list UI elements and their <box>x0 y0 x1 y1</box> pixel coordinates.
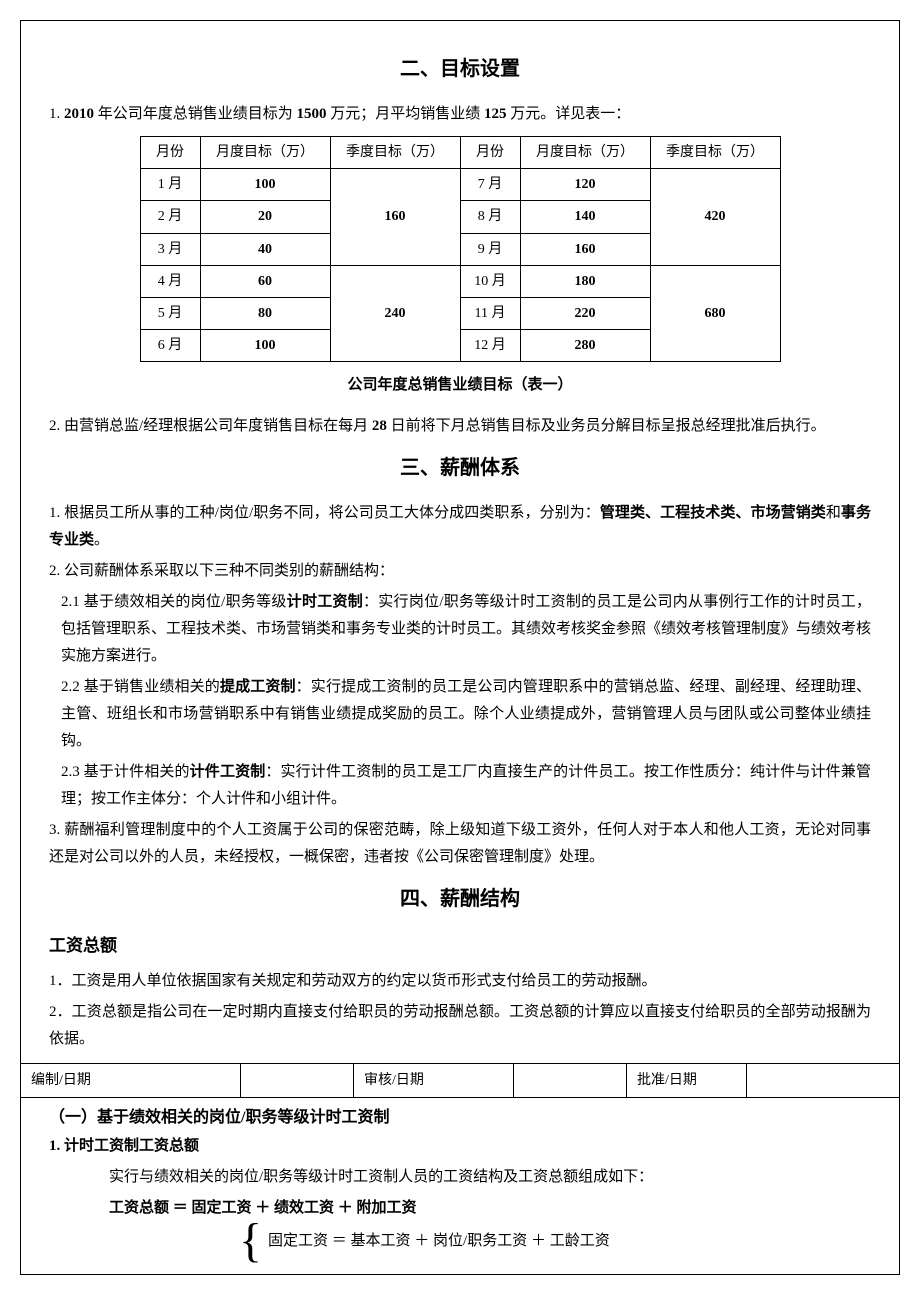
footer-edit-value <box>241 1064 354 1097</box>
text: 和 <box>826 505 841 521</box>
cell-quarter: 420 <box>650 169 780 266</box>
s3-p2: 2. 公司薪酬体系采取以下三种不同类别的薪酬结构： <box>49 558 871 585</box>
th-monthly: 月度目标（万） <box>200 137 330 169</box>
s4sub-title2: 1. 计时工资制工资总额 <box>49 1133 871 1160</box>
table-header-row: 月份 月度目标（万） 季度目标（万） 月份 月度目标（万） 季度目标（万） <box>140 137 780 169</box>
s4sub-title1: （一）基于绩效相关的岗位/职务等级计时工资制 <box>49 1104 871 1133</box>
text: 年公司年度总销售业绩目标为 <box>94 106 297 122</box>
footer-approve-label: 批准/日期 <box>627 1064 747 1097</box>
text: 1. 根据员工所从事的工种/岗位/职务不同，将公司员工大体分成四类职系，分别为： <box>49 505 600 521</box>
targets-table: 月份 月度目标（万） 季度目标（万） 月份 月度目标（万） 季度目标（万） 1 … <box>140 136 781 362</box>
cell-month: 9 月 <box>460 233 520 265</box>
text: 2.2 基于销售业绩相关的 <box>61 679 220 695</box>
cell-month: 7 月 <box>460 169 520 201</box>
s4-subheading: 工资总额 <box>49 931 871 962</box>
text-bold: 计时工资制 <box>287 594 363 610</box>
cell-month: 12 月 <box>460 330 520 362</box>
table-row: 1 月 100 160 7 月 120 420 <box>140 169 780 201</box>
cell-quarter: 680 <box>650 265 780 362</box>
th-quarterly: 季度目标（万） <box>650 137 780 169</box>
cell-month: 8 月 <box>460 201 520 233</box>
cell-month: 1 月 <box>140 169 200 201</box>
s3-p23: 2.3 基于计件相关的计件工资制：实行计件工资制的员工是工厂内直接生产的计件员工… <box>49 759 871 813</box>
footer-review-value <box>514 1064 627 1097</box>
cell-value: 220 <box>520 297 650 329</box>
cell-value: 280 <box>520 330 650 362</box>
s4-p2: 2．工资总额是指公司在一定时期内直接支付给职员的劳动报酬总额。工资总额的计算应以… <box>49 999 871 1053</box>
text: 1. <box>49 106 64 122</box>
text-bold: 2010 <box>64 106 94 122</box>
th-month: 月份 <box>460 137 520 169</box>
footer-edit-label: 编制/日期 <box>21 1064 241 1097</box>
text: 万元。详见表一： <box>507 106 631 122</box>
cell-month: 3 月 <box>140 233 200 265</box>
footer-review-label: 审核/日期 <box>354 1064 514 1097</box>
footer-approve-value <box>747 1064 899 1097</box>
text-bold: 计件工资制 <box>190 764 266 780</box>
s2-intro: 1. 2010 年公司年度总销售业绩目标为 1500 万元；月平均销售业绩 12… <box>49 101 871 128</box>
cell-month: 2 月 <box>140 201 200 233</box>
cell-value: 180 <box>520 265 650 297</box>
th-monthly: 月度目标（万） <box>520 137 650 169</box>
cell-month: 5 月 <box>140 297 200 329</box>
main-content: 二、目标设置 1. 2010 年公司年度总销售业绩目标为 1500 万元；月平均… <box>21 21 899 1053</box>
section-2-title: 二、目标设置 <box>49 51 871 87</box>
cell-quarter: 160 <box>330 169 460 266</box>
text: 日前将下月总销售目标及业务员分解目标呈报总经理批准后执行。 <box>387 418 826 434</box>
text-bold: 提成工资制 <box>220 679 296 695</box>
brace-line: 固定工资 ＝ 基本工资 ＋ 岗位/职务工资 ＋ 工龄工资 <box>268 1228 610 1255</box>
text: 。 <box>94 532 109 548</box>
cell-value: 20 <box>200 201 330 233</box>
text-bold: 1500 <box>297 106 327 122</box>
th-quarterly: 季度目标（万） <box>330 137 460 169</box>
s3-p21: 2.1 基于绩效相关的岗位/职务等级计时工资制：实行岗位/职务等级计时工资制的员… <box>49 589 871 670</box>
s4-subsection: （一）基于绩效相关的岗位/职务等级计时工资制 1. 计时工资制工资总额 实行与绩… <box>21 1098 899 1274</box>
section-3-title: 三、薪酬体系 <box>49 450 871 486</box>
cell-value: 160 <box>520 233 650 265</box>
s2-item2: 2. 由营销总监/经理根据公司年度销售目标在每月 28 日前将下月总销售目标及业… <box>49 413 871 440</box>
cell-value: 100 <box>200 169 330 201</box>
cell-value: 120 <box>520 169 650 201</box>
brace-body: 固定工资 ＝ 基本工资 ＋ 岗位/职务工资 ＋ 工龄工资 <box>268 1226 610 1255</box>
s4sub-formula: 工资总额 ＝ 固定工资 ＋ 绩效工资 ＋ 附加工资 <box>109 1195 871 1222</box>
brace-block: { 固定工资 ＝ 基本工资 ＋ 岗位/职务工资 ＋ 工龄工资 <box>239 1226 871 1264</box>
text-bold: 125 <box>484 106 507 122</box>
document-page: 二、目标设置 1. 2010 年公司年度总销售业绩目标为 1500 万元；月平均… <box>20 20 900 1275</box>
cell-value: 40 <box>200 233 330 265</box>
s3-p3: 3. 薪酬福利管理制度中的个人工资属于公司的保密范畴，除上级知道下级工资外，任何… <box>49 817 871 871</box>
s3-p22: 2.2 基于销售业绩相关的提成工资制：实行提成工资制的员工是公司内管理职系中的营… <box>49 674 871 755</box>
s4-p1: 1．工资是用人单位依据国家有关规定和劳动双方的约定以货币形式支付给员工的劳动报酬… <box>49 968 871 995</box>
cell-value: 80 <box>200 297 330 329</box>
text: 2. 由营销总监/经理根据公司年度销售目标在每月 <box>49 418 372 434</box>
cell-month: 11 月 <box>460 297 520 329</box>
section-4-title: 四、薪酬结构 <box>49 881 871 917</box>
cell-month: 4 月 <box>140 265 200 297</box>
cell-value: 140 <box>520 201 650 233</box>
cell-value: 100 <box>200 330 330 362</box>
table-caption: 公司年度总销售业绩目标（表一） <box>49 372 871 399</box>
s4sub-intro: 实行与绩效相关的岗位/职务等级计时工资制人员的工资结构及工资总额组成如下： <box>49 1164 871 1191</box>
signature-row: 编制/日期 审核/日期 批准/日期 <box>21 1063 899 1098</box>
cell-month: 6 月 <box>140 330 200 362</box>
text-bold: 28 <box>372 418 387 434</box>
brace-icon: { <box>239 1222 262 1260</box>
text: 2.3 基于计件相关的 <box>61 764 190 780</box>
cell-month: 10 月 <box>460 265 520 297</box>
s3-p1: 1. 根据员工所从事的工种/岗位/职务不同，将公司员工大体分成四类职系，分别为：… <box>49 500 871 554</box>
text: 2.1 基于绩效相关的岗位/职务等级 <box>61 594 287 610</box>
text-bold: 管理类、工程技术类、市场营销类 <box>600 505 826 521</box>
table-row: 4 月 60 240 10 月 180 680 <box>140 265 780 297</box>
cell-quarter: 240 <box>330 265 460 362</box>
text: 万元；月平均销售业绩 <box>327 106 485 122</box>
th-month: 月份 <box>140 137 200 169</box>
cell-value: 60 <box>200 265 330 297</box>
